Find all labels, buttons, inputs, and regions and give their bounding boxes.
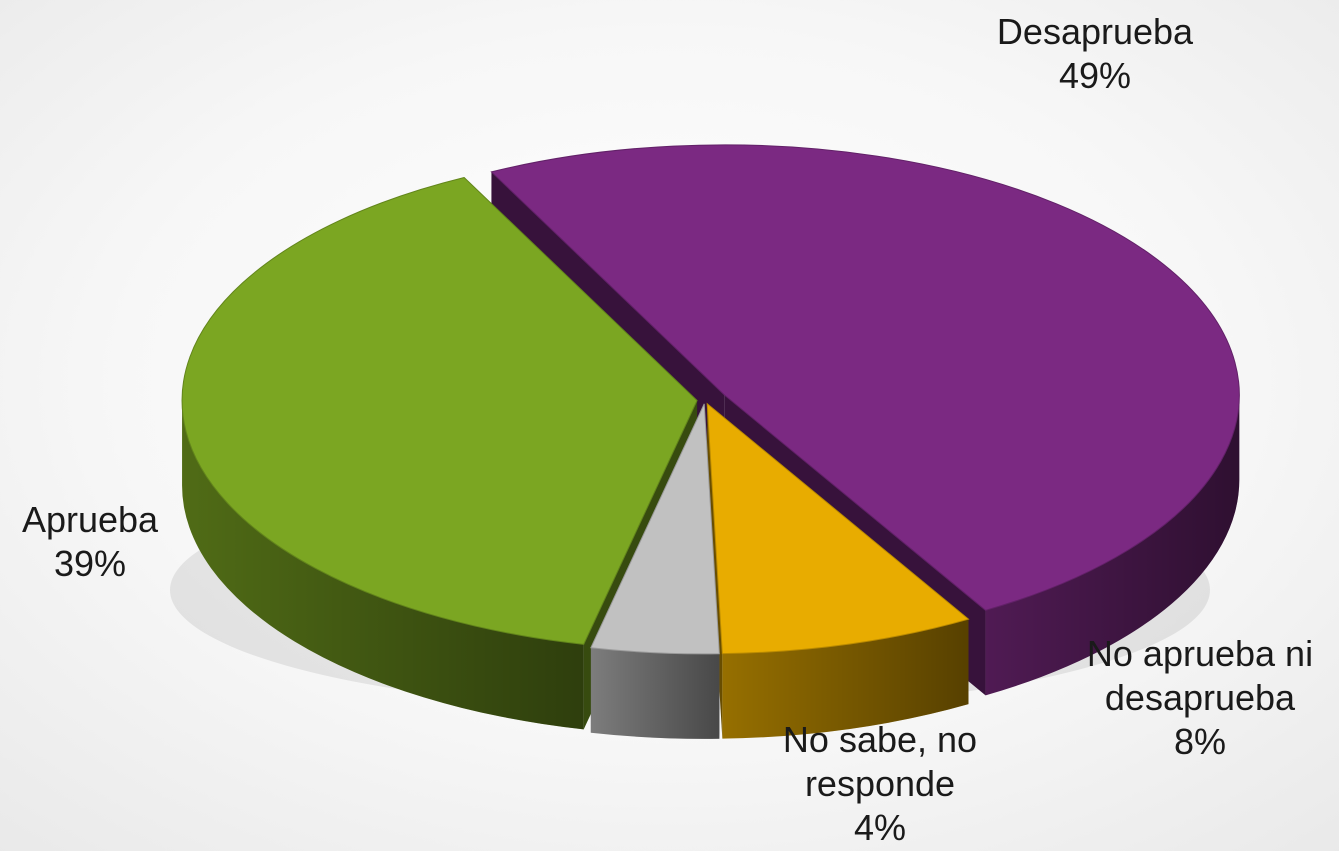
slice-label-line: desaprueba (1104, 677, 1296, 718)
slice-percent-label: 49% (1058, 55, 1132, 96)
slice-percent-label: 8% (1173, 721, 1227, 762)
slice-label-line: Aprueba (21, 499, 159, 540)
slice-label-no-sabe-no-responde: No sabe, no responde 4% (740, 718, 1020, 850)
pie-slice-no-sabe-no-responde (590, 403, 720, 655)
slice-wall-shading (590, 647, 720, 739)
pie-slice-no-aprueba-ni-desaprueba (706, 402, 970, 655)
pie-slice-desaprueba (490, 144, 1240, 611)
slice-label-no-aprueba-ni-desaprueba: No aprueba ni desaprueba 8% (1055, 632, 1339, 764)
slice-wall-shading (985, 394, 1240, 696)
pie-slice-aprueba (181, 176, 698, 645)
slice-percent-label: 39% (53, 543, 127, 584)
slice-label-aprueba: Aprueba 39% (0, 498, 180, 586)
slice-label-line: No sabe, no (782, 719, 978, 760)
slice-label-line: Desaprueba (996, 11, 1194, 52)
slice-wall-shading (722, 619, 969, 739)
slice-label-desaprueba: Desaprueba 49% (930, 10, 1260, 98)
slice-label-line: responde (804, 763, 956, 804)
slice-label-line: No aprueba ni (1086, 633, 1314, 674)
slice-wall-shading (182, 400, 584, 730)
slice-percent-label: 4% (853, 807, 907, 848)
